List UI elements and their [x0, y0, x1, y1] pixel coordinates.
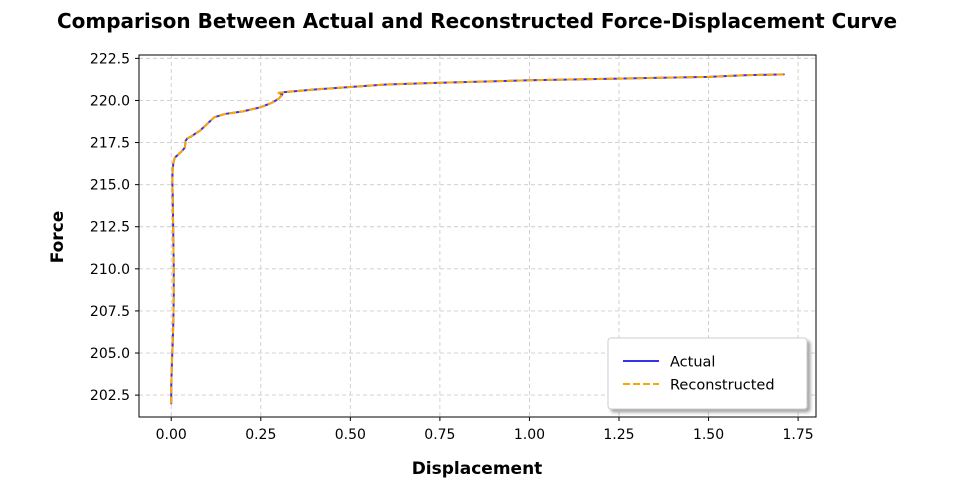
y-tick-label: 212.5: [90, 220, 130, 236]
x-tick-label: 1.50: [693, 427, 724, 443]
y-tick-label: 207.5: [90, 304, 130, 320]
series-line-reconstructed: [170, 73, 784, 404]
y-tick-label: 222.5: [90, 51, 130, 67]
x-tick-label: 0.75: [424, 427, 455, 443]
x-tick-label: 1.75: [783, 427, 814, 443]
y-tick-label: 215.0: [90, 178, 130, 194]
x-tick-label: 0.00: [156, 427, 187, 443]
y-tick-label: 210.0: [90, 262, 130, 278]
legend-label-reconstructed: Reconstructed: [670, 378, 775, 394]
legend-box: [607, 337, 808, 410]
x-tick-label: 0.50: [335, 427, 366, 443]
legend: Actual Reconstructed: [607, 337, 808, 410]
y-tick-label: 205.0: [90, 346, 130, 362]
chart-title: Comparison Between Actual and Reconstruc…: [57, 9, 897, 33]
y-tick-label: 220.0: [90, 93, 130, 109]
x-tick-label: 1.00: [514, 427, 545, 443]
series-lines: [170, 73, 785, 405]
x-tick-label: 1.25: [603, 427, 634, 443]
plot-area-frame: [138, 54, 817, 418]
y-tick-label: 202.5: [90, 388, 130, 404]
y-axis-label: Force: [48, 211, 68, 264]
legend-label-actual: Actual: [670, 355, 715, 371]
x-tick-label: 0.25: [245, 427, 276, 443]
y-tick-label: 217.5: [90, 136, 130, 152]
x-axis-ticks: 0.00 0.25 0.50 0.75 1.00 1.25 1.50 1.75: [156, 417, 814, 443]
x-axis-label: Displacement: [412, 459, 543, 479]
y-axis-ticks: 202.5 205.0 207.5 210.0 212.5 215.0 217.5 220.0…: [90, 51, 139, 404]
